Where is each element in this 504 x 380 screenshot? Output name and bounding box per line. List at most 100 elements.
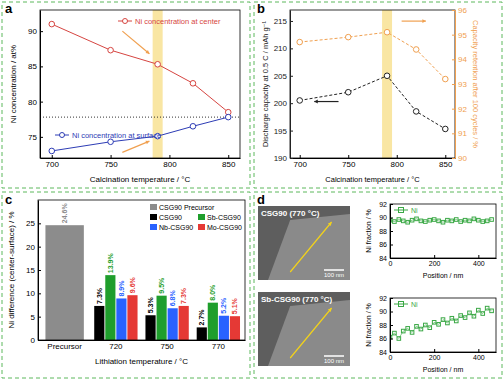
image-label: Sb-CSG90 (770 °C) [261,295,333,304]
tick-mark [452,10,455,11]
arrow [402,21,426,22]
tick-label: 720 [109,342,123,351]
tick: 93 [452,80,467,89]
tick: 86 [379,241,393,248]
marker [190,80,196,86]
tick: 10 [26,289,41,298]
tick: 90 [379,214,393,221]
marker [468,311,472,315]
tick-label: 5 [31,313,36,322]
data-label: 5.1% [231,297,238,314]
scale-bar-label: 100 nm [324,272,344,278]
marker [472,314,476,318]
bar [45,225,83,340]
tick: 92 [452,105,467,114]
tick-mark [390,258,393,259]
arrow-head [145,141,149,145]
bar [230,316,240,340]
tick-label: 215 [274,17,288,26]
data-label: 24.6% [61,203,68,224]
legend-label: Nb-CSG90 [159,224,193,231]
bar [197,327,207,340]
tick-label: 750 [104,160,118,169]
legend-swatch [198,224,205,230]
marker [446,218,450,222]
bar [145,315,155,340]
tick-label: 400 [473,260,485,267]
tick-mark [228,155,229,158]
axis-line [391,352,497,353]
marker [442,126,448,132]
marker [345,89,351,95]
data-label: 7.3% [180,287,187,304]
marker [454,218,458,222]
tick-label: 190 [274,154,288,163]
y2-axis-title: Capacity retention after 100 cycles / % [471,20,480,148]
tick: 94 [452,55,467,64]
legend-label: Sb-CSG90 [207,214,241,221]
legend-item: Ni concentration at surface [55,131,161,140]
tick-label: 96 [458,6,467,15]
y-axis-title: Ni fraction / % [365,303,372,347]
tick-label: 850 [439,160,453,169]
legend-item: Nb-CSG90 [150,224,193,231]
tick-label: 800 [163,160,177,169]
marker [468,219,472,223]
legend-line [394,304,408,305]
tick-label: 770 [212,342,226,351]
tick-label: 94 [458,55,467,64]
marker [397,218,401,222]
marker [437,219,441,223]
tick-label: 75 [28,133,37,142]
tick-mark [40,66,43,67]
tick: 200 [429,349,441,361]
axis-left: 75808590 [28,11,43,159]
legend-item: Ni [394,207,418,214]
marker [450,219,454,223]
tick-label: 200 [429,260,441,267]
legend-swatch [198,214,205,220]
tick-label: 25 [26,219,35,228]
tick-label: 90 [458,154,467,163]
plot-frame [40,10,240,158]
tick-mark [300,155,301,158]
x-axis-title: Calcination temperature / °C [325,175,420,184]
bar [179,306,189,340]
tick: 80 [28,98,43,107]
tick: 200 [274,99,293,108]
arrow [122,141,149,152]
marker [454,319,458,323]
axis-bottom: 0200400 [389,255,497,267]
legend-marker [60,133,65,138]
arrow [122,31,149,54]
tick-mark [452,59,455,60]
tick: 210 [274,44,293,53]
panel-border [254,192,502,378]
tick: 96 [452,6,467,15]
data-label: 8.0% [209,284,216,301]
marker [472,217,476,221]
tick-label: 200 [274,99,288,108]
tick-mark [290,21,293,22]
marker [397,337,401,341]
tick: 91 [452,129,467,138]
tick: 205 [274,72,293,81]
marker [441,220,445,224]
marker [406,220,410,224]
legend-item: Ni concentration at center [118,17,221,26]
tem-particle [268,300,350,366]
tick-mark [111,155,112,158]
plot-frame [390,298,496,352]
tick-label: 210 [274,44,288,53]
tick: 20 [26,243,41,252]
tick-mark [390,352,393,353]
tick-mark [478,255,479,258]
tick: Precursor [47,340,82,351]
tick-label: 205 [274,72,288,81]
series-line [390,308,492,338]
tick-label: 700 [46,160,60,169]
marker [401,219,405,223]
tick-label: 0 [389,354,393,361]
tick-mark [169,155,170,158]
bar [168,308,178,340]
